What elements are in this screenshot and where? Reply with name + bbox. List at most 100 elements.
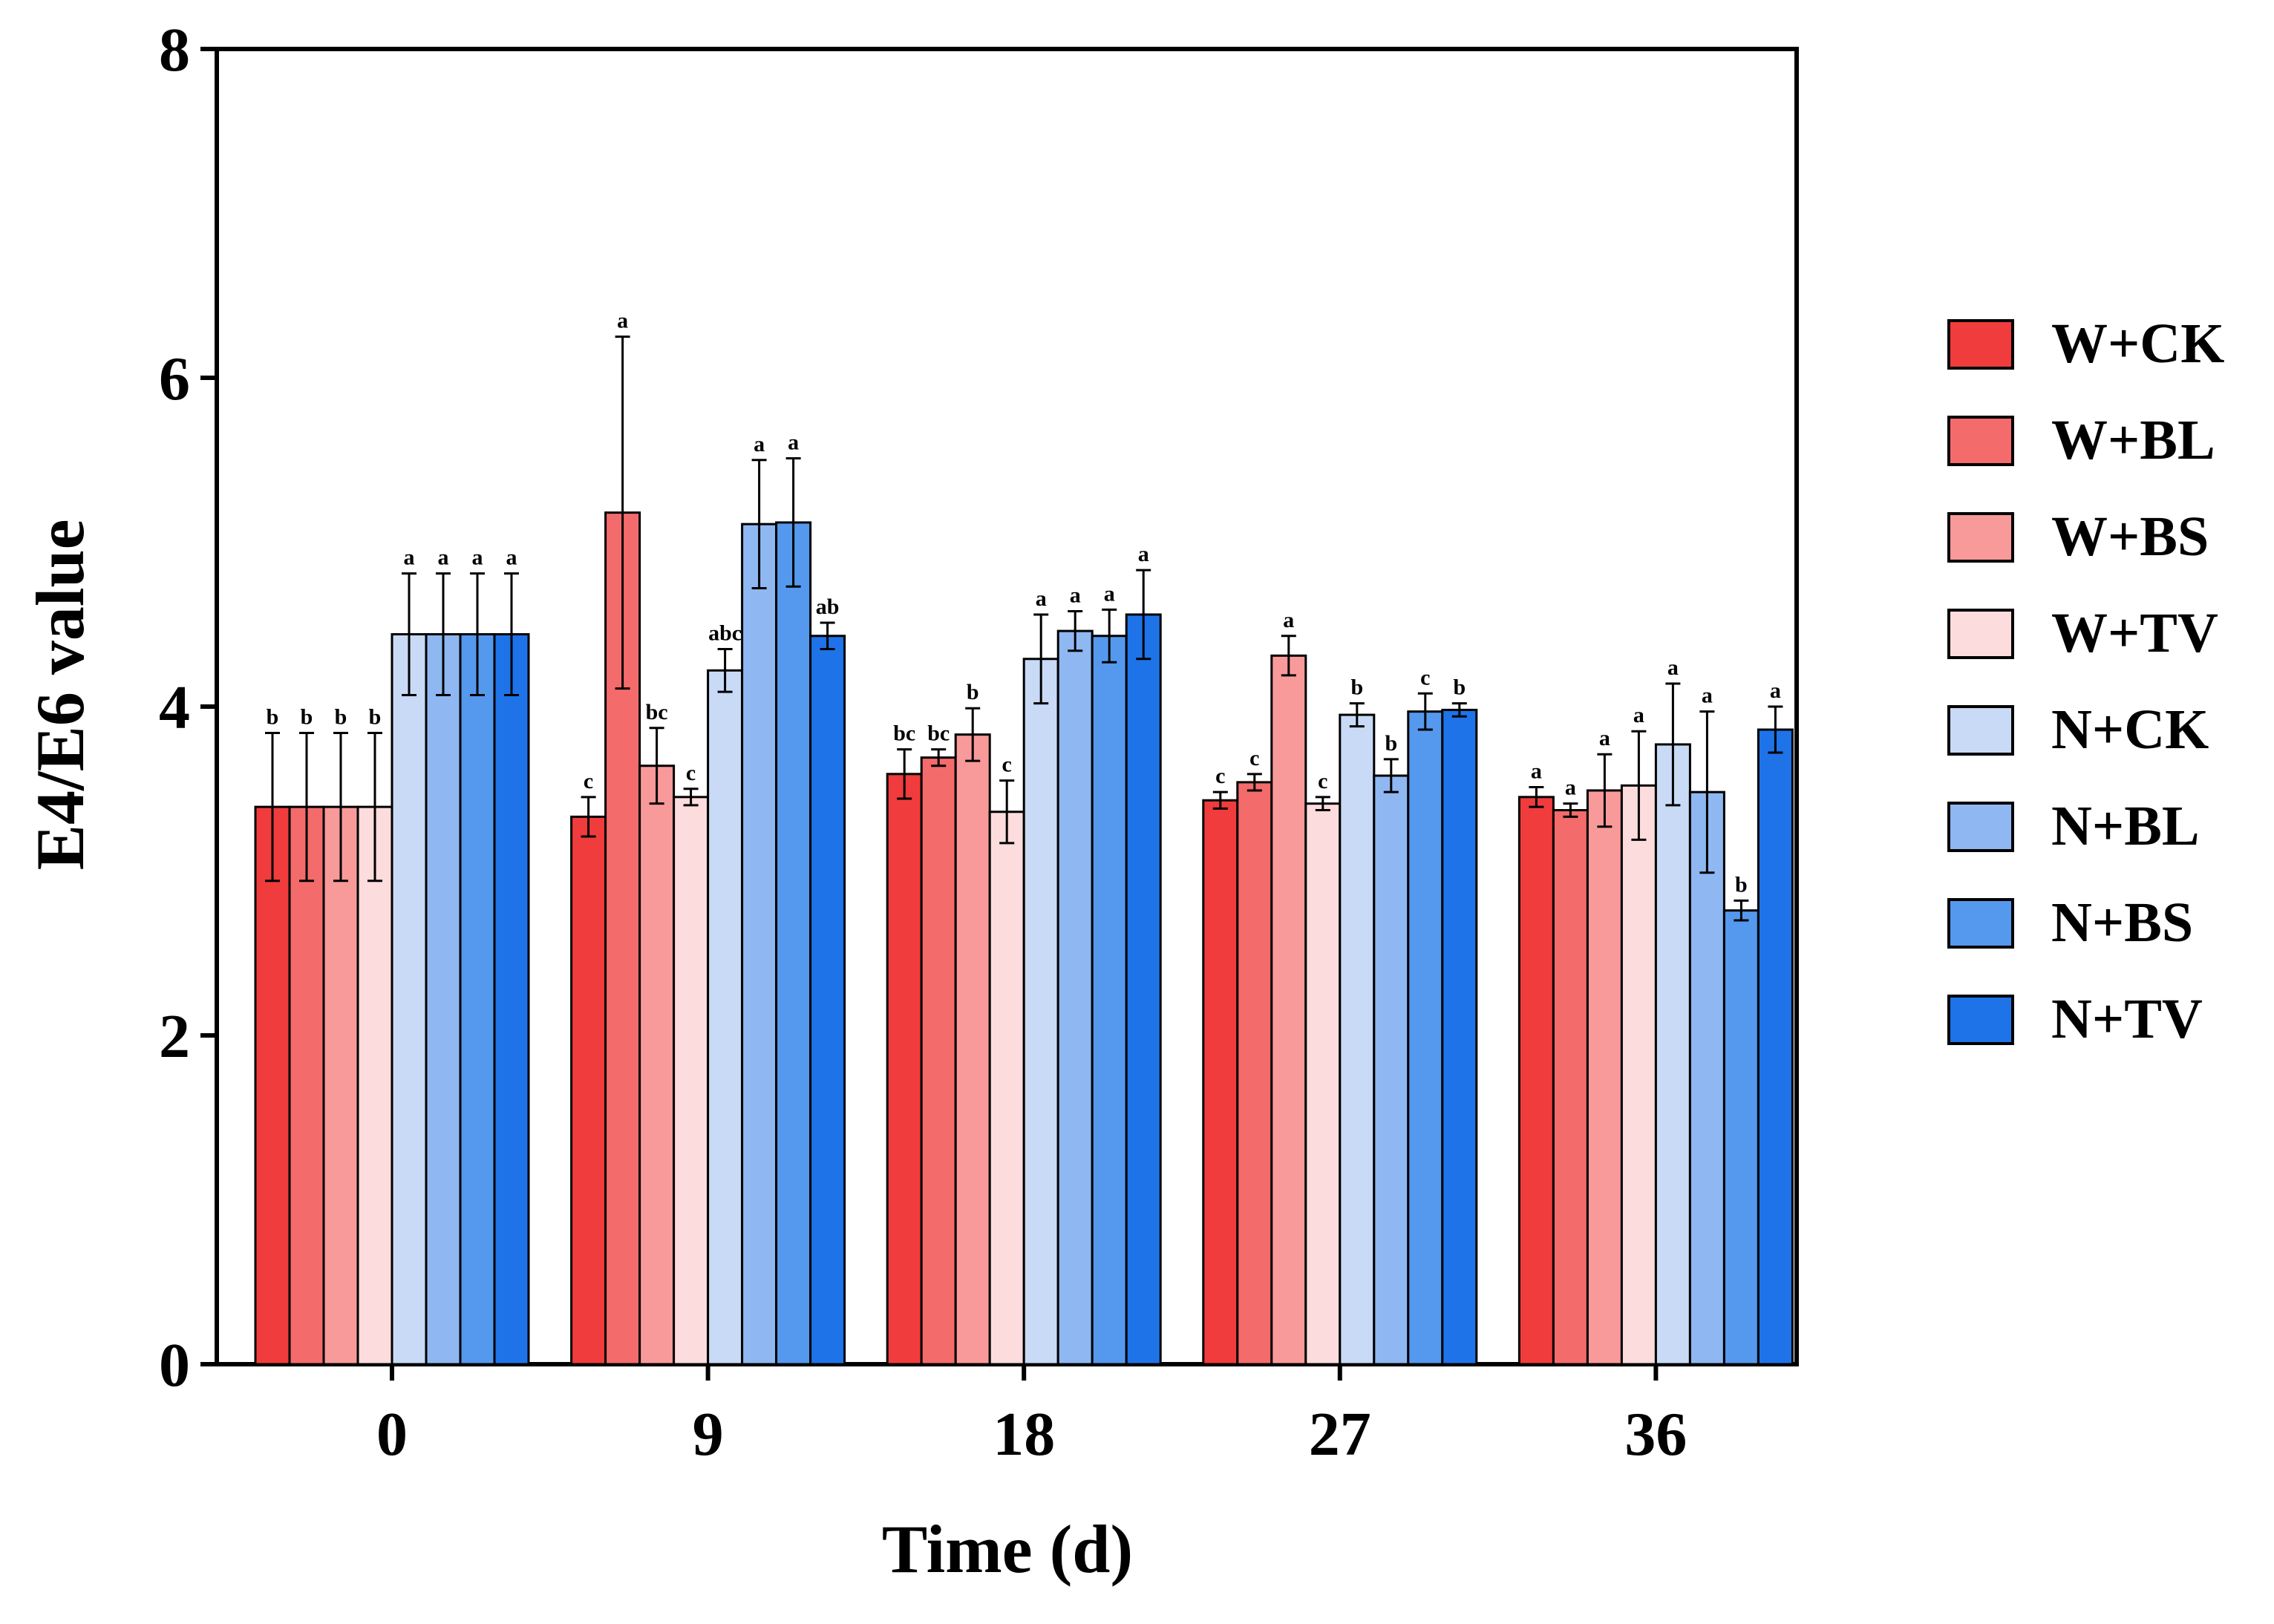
legend-label: W+TV [2051, 602, 2218, 664]
legend-swatch [1947, 995, 2014, 1045]
bar [1125, 613, 1162, 1366]
significance-label: b [301, 704, 313, 729]
legend-swatch [1947, 416, 2014, 466]
x-tick-label: 9 [693, 1400, 724, 1469]
significance-label: a [1104, 581, 1115, 606]
significance-label: bc [893, 721, 915, 746]
y-tick-label: 8 [159, 16, 190, 85]
bar [1517, 796, 1555, 1366]
significance-label: a [754, 432, 765, 456]
significance-label: a [1599, 726, 1610, 750]
significance-label: a [1070, 583, 1081, 608]
bar [1620, 784, 1657, 1366]
y-tick-label: 2 [159, 1002, 190, 1071]
legend-label: W+BS [2051, 505, 2209, 568]
significance-label: bc [646, 700, 668, 724]
significance-label: b [1453, 675, 1466, 700]
significance-label: a [438, 546, 449, 570]
bar [673, 796, 710, 1366]
bar [1441, 708, 1478, 1366]
legend-label: N+CK [2051, 698, 2209, 761]
y-tick-label: 0 [159, 1331, 190, 1400]
legend-swatch [1947, 802, 2014, 852]
bar [356, 805, 393, 1366]
bar [1407, 710, 1444, 1366]
bar [1654, 743, 1691, 1366]
bar [886, 773, 923, 1366]
legend-label: N+BS [2051, 891, 2193, 954]
legend-swatch [1947, 705, 2014, 756]
significance-label: a [1633, 703, 1644, 727]
bar [775, 521, 812, 1366]
significance-label: c [1002, 753, 1012, 777]
bar [954, 733, 991, 1366]
significance-label: a [404, 546, 415, 570]
bar [493, 633, 530, 1366]
significance-label: c [686, 761, 696, 785]
x-axis-title: Time (d) [882, 1511, 1133, 1587]
bar [1757, 728, 1794, 1366]
significance-label: a [1565, 776, 1576, 800]
bar [1304, 802, 1342, 1366]
significance-label: a [1531, 759, 1542, 784]
y-tick-label: 6 [159, 344, 190, 413]
significance-label: b [267, 704, 279, 729]
significance-label: c [584, 769, 593, 793]
bar [638, 764, 676, 1366]
significance-label: b [1350, 675, 1363, 700]
x-tick-label: 27 [1309, 1400, 1371, 1469]
significance-label: c [1215, 764, 1225, 788]
bar [1091, 635, 1128, 1366]
significance-label: b [1735, 872, 1748, 897]
bar [254, 805, 291, 1366]
bar [809, 635, 846, 1366]
significance-label: a [1702, 684, 1713, 708]
bar [1022, 658, 1059, 1366]
bar [1236, 781, 1273, 1366]
bar [988, 811, 1025, 1366]
significance-label: c [1249, 746, 1259, 770]
legend-swatch [1947, 609, 2014, 659]
significance-label: a [788, 430, 799, 455]
bar [570, 815, 607, 1366]
x-tick-label: 0 [376, 1400, 408, 1469]
significance-label: a [1667, 655, 1679, 680]
bar [1688, 790, 1725, 1366]
significance-label: abc [708, 621, 742, 645]
significance-label: bc [927, 721, 950, 746]
bar [1722, 909, 1760, 1366]
significance-label: b [1385, 731, 1397, 756]
significance-label: a [1036, 586, 1047, 611]
legend-label: N+TV [2051, 988, 2203, 1050]
bar [425, 633, 462, 1366]
bar [459, 633, 496, 1366]
y-tick-label: 4 [159, 673, 190, 742]
legend-swatch [1947, 898, 2014, 949]
x-tick-label: 36 [1624, 1400, 1687, 1469]
significance-label: a [472, 546, 483, 570]
significance-label: a [1138, 542, 1149, 566]
significance-label: a [617, 309, 628, 333]
significance-label: a [506, 546, 517, 570]
significance-label: a [1770, 678, 1781, 703]
significance-label: b [335, 704, 347, 729]
legend-label: W+CK [2051, 312, 2224, 375]
legend-label: W+BL [2051, 409, 2215, 471]
bar [1202, 799, 1239, 1366]
significance-label: ab [816, 595, 840, 619]
bar [391, 633, 428, 1366]
bar [1056, 629, 1094, 1366]
bar [1586, 789, 1623, 1366]
x-tick-label: 18 [993, 1400, 1055, 1469]
significance-label: c [1420, 665, 1430, 690]
legend-swatch [1947, 319, 2014, 370]
bar [288, 805, 325, 1366]
bar [920, 756, 957, 1366]
bar [322, 805, 359, 1366]
significance-label: b [369, 704, 382, 729]
legend-swatch [1947, 512, 2014, 563]
legend-label: N+BL [2051, 795, 2200, 857]
y-axis-title: E4/E6 value [22, 520, 98, 871]
